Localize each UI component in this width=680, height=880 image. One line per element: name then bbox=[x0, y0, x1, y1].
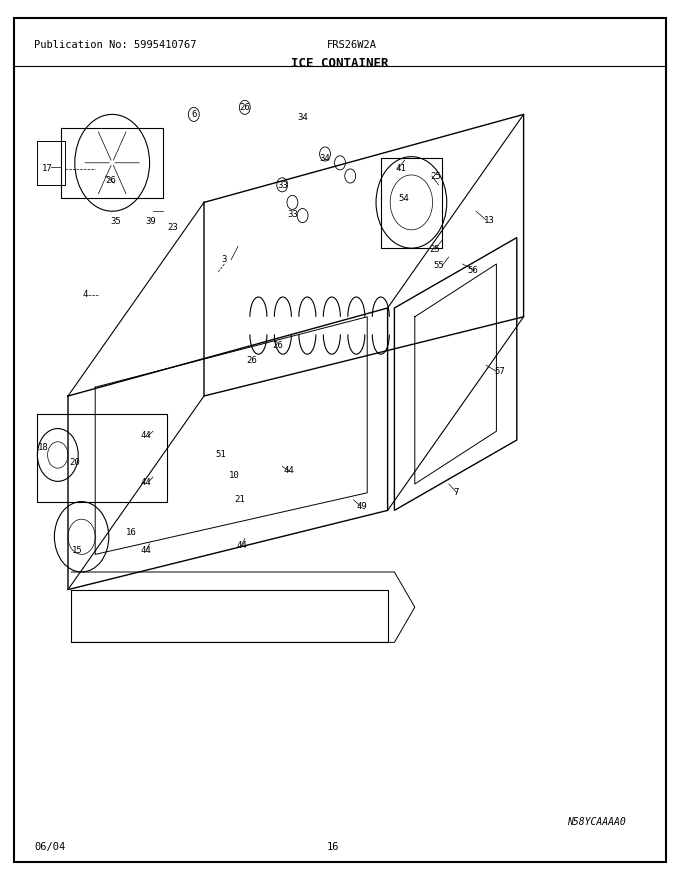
Text: 17: 17 bbox=[42, 165, 53, 173]
Text: 56: 56 bbox=[468, 266, 479, 275]
Text: 25: 25 bbox=[430, 172, 441, 180]
Text: 21: 21 bbox=[234, 495, 245, 504]
Text: 49: 49 bbox=[356, 502, 367, 510]
Text: 10: 10 bbox=[228, 471, 239, 480]
Text: Publication No: 5995410767: Publication No: 5995410767 bbox=[34, 40, 197, 49]
Text: 26: 26 bbox=[246, 356, 257, 365]
Text: 55: 55 bbox=[433, 261, 444, 270]
Text: 33: 33 bbox=[277, 181, 288, 190]
Text: 44: 44 bbox=[236, 541, 247, 550]
Text: 44: 44 bbox=[284, 466, 294, 475]
Text: 44: 44 bbox=[141, 546, 152, 554]
Text: ICE CONTAINER: ICE CONTAINER bbox=[291, 57, 389, 70]
Text: 25: 25 bbox=[429, 245, 440, 253]
Text: 16: 16 bbox=[126, 528, 137, 537]
Text: 16: 16 bbox=[326, 842, 339, 852]
Text: 33: 33 bbox=[287, 210, 298, 219]
Text: 06/04: 06/04 bbox=[34, 842, 65, 852]
Text: FRS26W2A: FRS26W2A bbox=[326, 40, 377, 49]
Text: 34: 34 bbox=[297, 113, 308, 121]
Text: N58YCAAAA0: N58YCAAAA0 bbox=[567, 818, 626, 827]
Text: 26: 26 bbox=[272, 341, 283, 350]
Text: 34: 34 bbox=[320, 154, 330, 163]
Text: 23: 23 bbox=[167, 223, 178, 231]
Text: 18: 18 bbox=[37, 443, 48, 451]
Text: 13: 13 bbox=[484, 216, 495, 224]
Text: 6: 6 bbox=[191, 110, 197, 119]
Text: 26: 26 bbox=[239, 103, 250, 112]
Text: 7: 7 bbox=[454, 488, 459, 497]
Text: 44: 44 bbox=[141, 478, 152, 487]
Text: 41: 41 bbox=[396, 165, 407, 173]
Text: 54: 54 bbox=[398, 194, 409, 202]
Text: 4: 4 bbox=[83, 290, 88, 299]
Text: 51: 51 bbox=[216, 451, 226, 459]
Text: 26: 26 bbox=[105, 176, 116, 185]
Text: 35: 35 bbox=[110, 217, 121, 226]
Text: 20: 20 bbox=[69, 458, 80, 466]
Text: 39: 39 bbox=[146, 217, 156, 226]
Text: 3: 3 bbox=[222, 255, 227, 264]
Text: 15: 15 bbox=[71, 546, 82, 554]
Text: 44: 44 bbox=[141, 431, 152, 440]
Text: 57: 57 bbox=[494, 367, 505, 376]
